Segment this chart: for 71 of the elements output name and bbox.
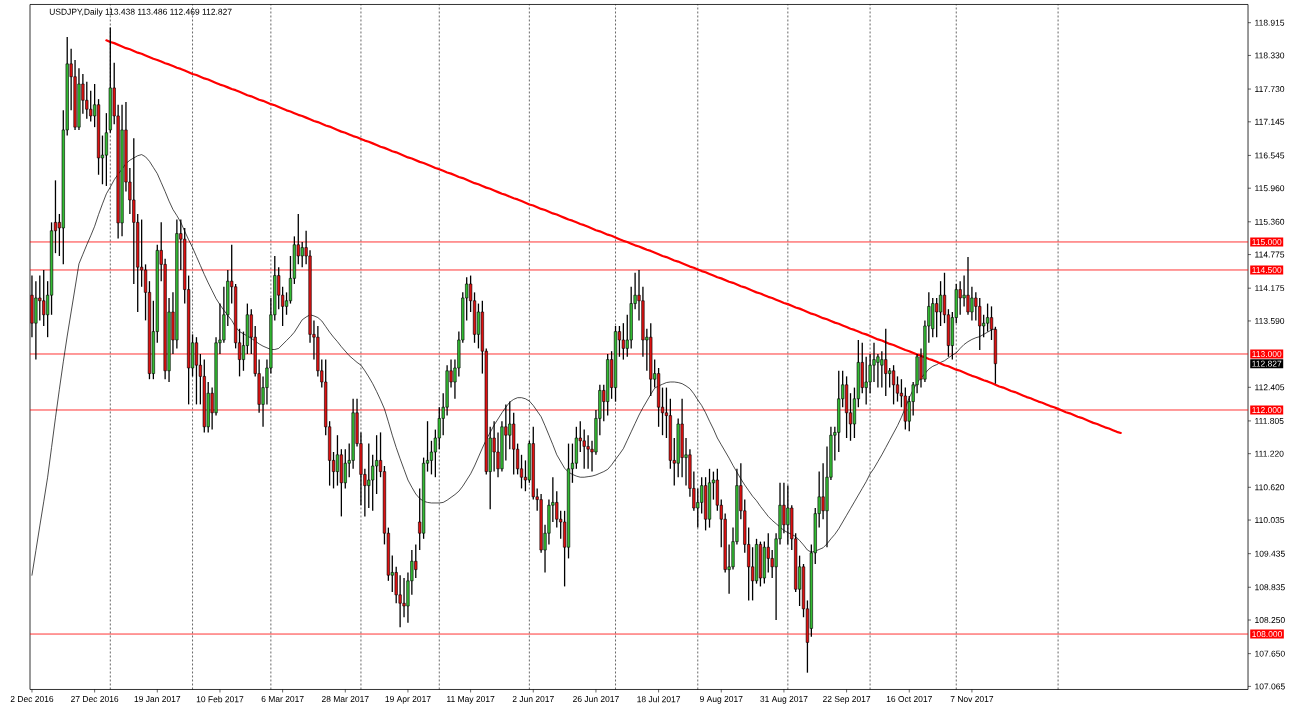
candlestick xyxy=(970,286,974,322)
candlestick xyxy=(492,420,496,473)
candlestick xyxy=(938,280,943,327)
y-tick-label: 110.620 xyxy=(1255,484,1285,491)
candlestick xyxy=(892,364,896,406)
x-tick-label: 9 Aug 2017 xyxy=(699,696,743,704)
candlestick xyxy=(42,269,46,327)
x-tick-label: 28 Mar 2017 xyxy=(321,696,369,702)
x-tick-label: 10 Feb 2017 xyxy=(196,696,244,703)
candlestick xyxy=(751,546,755,602)
ref-line-label: 112.000 xyxy=(1252,407,1282,414)
y-tick-label: 114.175 xyxy=(1255,285,1285,292)
x-tick-label: 19 Jan 2017 xyxy=(134,696,181,702)
ref-line-label: 108.000 xyxy=(1252,631,1282,638)
x-tick-label: 22 Sep 2017 xyxy=(823,696,871,704)
y-tick-label: 110.035 xyxy=(1255,517,1285,524)
y-tick-label: 107.650 xyxy=(1255,650,1285,657)
candlestick xyxy=(335,434,340,487)
y-tick-label: 114.775 xyxy=(1255,251,1285,258)
chart-title: USDJPY,Daily 113.438 113.486 112.469 112.827 xyxy=(49,8,232,17)
x-tick-label: 2 Dec 2016 xyxy=(10,696,54,702)
candlestick xyxy=(958,280,962,316)
x-tick-label: 27 Dec 2016 xyxy=(71,696,119,702)
candlestick xyxy=(978,297,982,351)
text: 112.827 xyxy=(1252,360,1282,367)
ref-line-label: 114.500 xyxy=(1252,267,1282,273)
y-tick-label: 113.590 xyxy=(1255,317,1285,324)
candlestick xyxy=(367,442,371,509)
candlestick xyxy=(880,350,884,389)
candlestick xyxy=(194,336,199,406)
y-tick-label: 117.730 xyxy=(1255,86,1285,93)
x-tick-label: 16 Oct 2017 xyxy=(886,696,932,702)
y-tick-label: 115.360 xyxy=(1255,218,1285,225)
candlestick xyxy=(300,241,304,268)
y-tick-label: 115.960 xyxy=(1255,185,1285,192)
y-tick-label: 118.330 xyxy=(1255,52,1285,59)
y-tick-label: 111.805 xyxy=(1255,417,1284,424)
y-tick-label: 111.220 xyxy=(1255,450,1284,457)
candlestick xyxy=(985,302,990,333)
x-tick-label: 7 Nov 2017 xyxy=(950,696,994,702)
ref-line-label: 113.000 xyxy=(1252,351,1282,358)
y-tick-label: 116.545 xyxy=(1255,152,1285,159)
y-tick-label: 112.405 xyxy=(1255,384,1285,391)
x-tick-label: 19 Apr 2017 xyxy=(385,696,431,704)
candlestick xyxy=(429,440,434,476)
candlestick xyxy=(586,434,590,470)
candlestick xyxy=(89,90,93,123)
candlestick xyxy=(476,302,481,350)
candlestick xyxy=(343,448,347,490)
x-tick-label: 6 Mar 2017 xyxy=(261,696,304,702)
candlestick xyxy=(821,462,825,520)
y-tick-label: 108.835 xyxy=(1255,584,1285,591)
candlestick xyxy=(935,297,939,338)
x-tick-label: 11 May 2017 xyxy=(447,696,495,704)
y-tick-label: 109.435 xyxy=(1255,550,1285,557)
candlestick xyxy=(864,356,868,406)
y-tick-label: 117.145 xyxy=(1255,118,1285,125)
candlestick xyxy=(966,256,970,316)
x-tick-label: 31 Aug 2017 xyxy=(760,696,808,704)
y-tick-label: 108.250 xyxy=(1255,617,1285,624)
candlestick xyxy=(884,328,888,397)
x-tick-label: 2 Jun 2017 xyxy=(512,696,554,702)
ref-line-label: 115.000 xyxy=(1252,239,1282,245)
candlestick xyxy=(621,322,625,361)
candlestick xyxy=(38,274,42,322)
x-tick-label: 18 Jul 2017 xyxy=(637,696,681,703)
x-tick-label: 26 Jun 2017 xyxy=(573,696,619,702)
y-tick-label: 107.065 xyxy=(1255,683,1285,690)
candlestick xyxy=(375,434,379,495)
y-tick-label: 118.915 xyxy=(1255,19,1285,26)
candlestick xyxy=(414,543,418,579)
